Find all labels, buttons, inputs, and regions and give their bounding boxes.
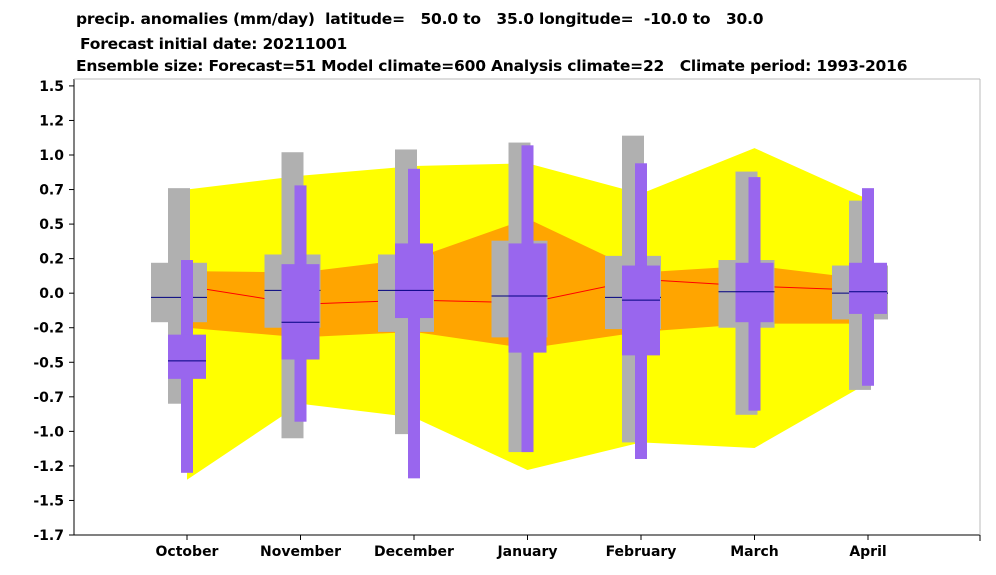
x-tick-label: October [156,544,219,560]
y-tick-label: 0.7 [39,183,64,199]
forecast-box-3-iqr [508,243,547,353]
forecast-box-0-iqr [168,334,206,379]
forecast-box-2-iqr [395,243,433,319]
x-tick-label: April [849,544,886,560]
y-tick-label: -0.7 [33,390,64,406]
climate-box-0-iqr [151,262,207,323]
y-tick-label: 1.2 [39,113,64,129]
forecast-box-6-iqr [849,262,887,314]
y-tick-label: -1.2 [33,459,64,475]
y-tick-label: 0.0 [39,286,64,302]
chart-title: precip. anomalies (mm/day) latitude= 50.… [76,10,764,28]
x-tick-label: March [730,544,779,560]
x-tick-label: February [606,544,677,560]
y-tick-label: 0.2 [39,252,64,268]
y-tick-label: 1.0 [39,148,64,164]
forecast-box-3 [508,145,547,453]
y-tick-label: -1.7 [33,528,64,544]
forecast-date-label: Forecast initial date: 20211001 [80,35,348,53]
y-tick-label: 1.5 [39,79,64,95]
y-tick-label: -0.5 [33,355,64,371]
forecast-box-4-iqr [622,265,660,356]
y-tick-label: 0.5 [39,217,64,233]
forecast-box-2 [395,168,433,479]
x-tick-label: November [260,544,341,560]
y-tick-label: -1.5 [33,493,64,509]
y-tick-label: -0.2 [33,321,64,337]
forecast-box-1 [281,185,320,422]
forecast-box-5-iqr [735,262,774,323]
forecast-box-6 [849,188,887,386]
x-tick-label: December [374,544,454,560]
forecast-box-5 [735,177,774,411]
x-tick-label: January [496,544,557,560]
ensemble-info-label: Ensemble size: Forecast=51 Model climate… [76,57,908,75]
axes: 1.5 1.2 1.0 0.7 0.5 0.2 0.0 -0.2 -0.5 -0.7 -1.0 -1.… [33,78,981,560]
forecast-box-0 [168,260,206,473]
forecast-box-2-whisker [408,168,420,479]
forecast-box-4 [622,163,660,460]
y-tick-label: -1.0 [33,424,64,440]
forecast-box-1-iqr [281,264,320,360]
box-plots [151,135,888,479]
